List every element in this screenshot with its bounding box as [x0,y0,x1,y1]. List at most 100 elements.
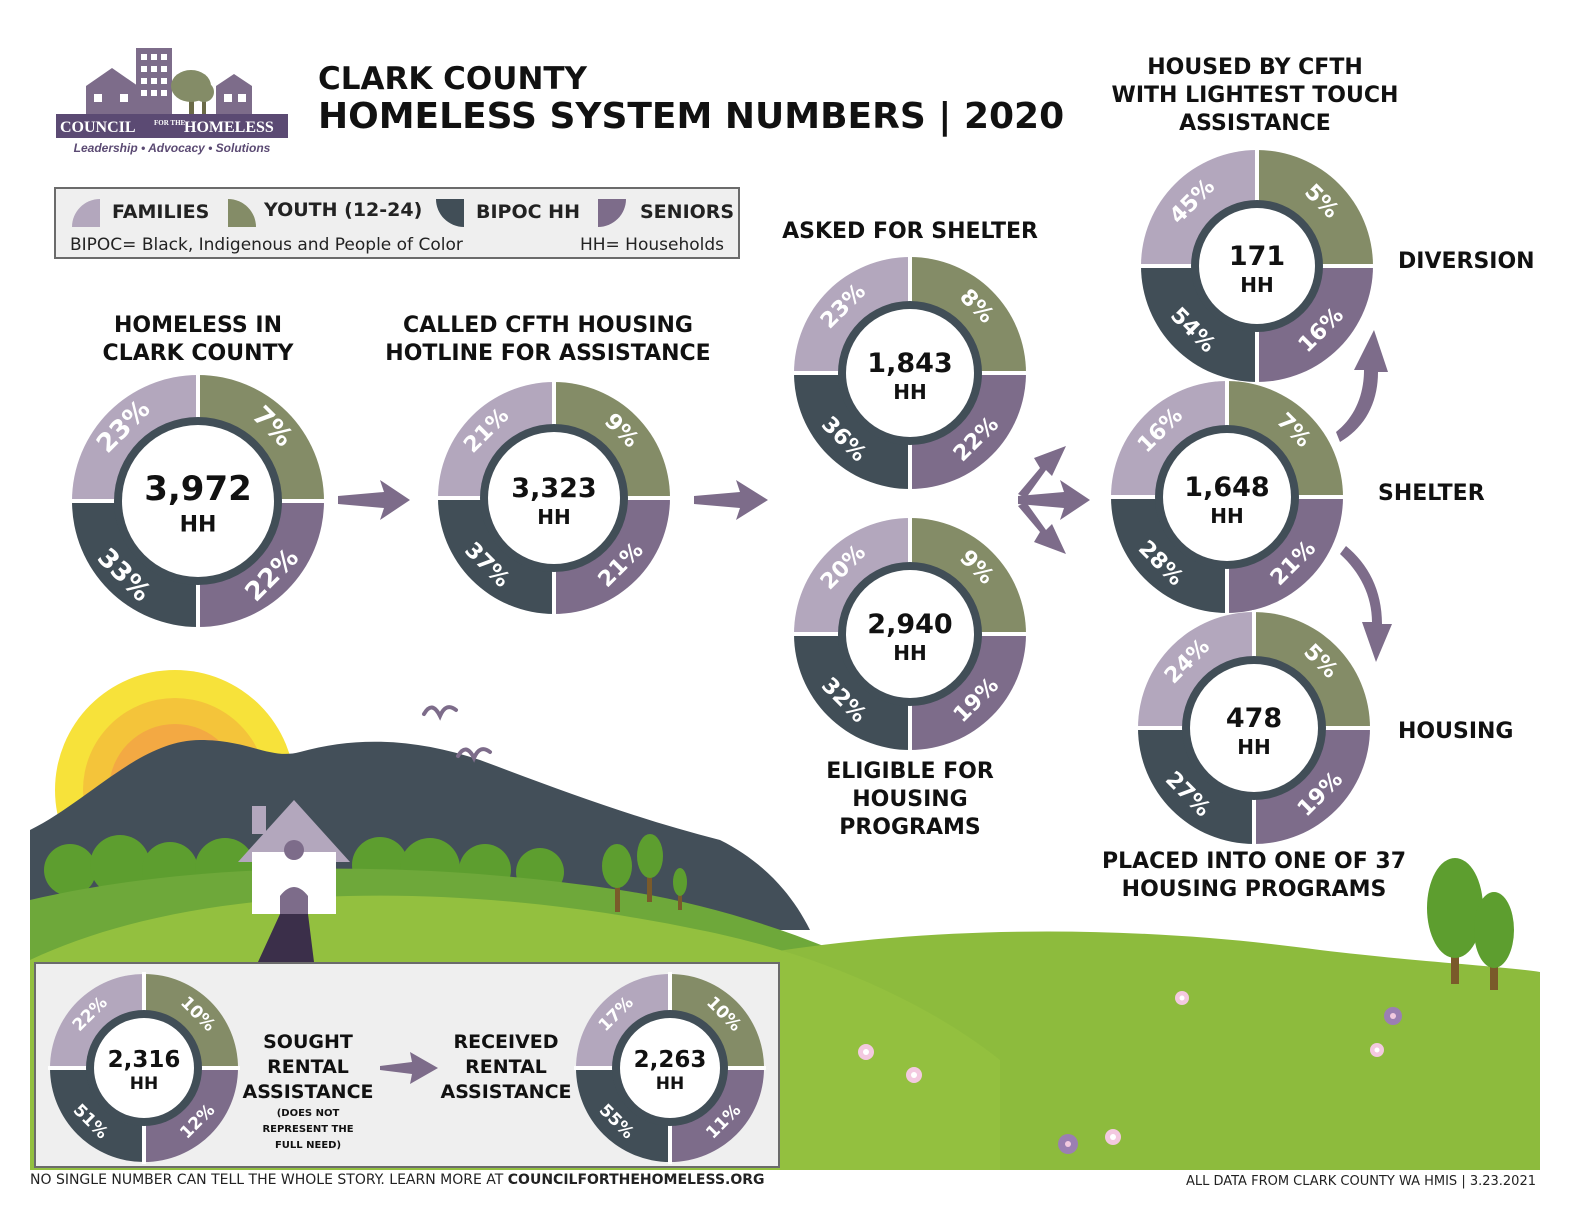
arrow-icon-homeless-to-hotline [338,480,410,520]
donut-center-eligible [846,570,974,698]
donut-center-housing [1190,664,1318,792]
donut-center-diversion [1199,208,1315,324]
chart-title-housing-line-2: HOUSING PROGRAMS [1121,877,1387,902]
legend-swatch-bipoc [436,199,464,231]
chart-side-label-diversion: DIVERSION [1398,249,1535,274]
chart-title-sought-rental-line-3: ASSISTANCE [242,1081,374,1103]
chart-title-hotline-line-1: CALLED CFTH HOUSING [403,313,693,338]
arrow-icon-shelter-to-diversion [1336,330,1388,442]
legend-label-families: FAMILIES [112,201,210,223]
donut-unit-shelter: HH [1210,504,1243,528]
chart-title-eligible-line-2: HOUSING [852,787,968,812]
logo-tagline: Leadership • Advocacy • Solutions [74,141,271,155]
chart-title-diversion-line-2: WITH LIGHTEST TOUCH [1111,83,1399,108]
legend-swatch-youth [228,199,256,231]
trees-right [1427,858,1514,990]
legend-swatch-families [72,199,100,231]
donut-total-homeless: 3,972 [144,469,252,509]
chart-title-diversion-line-1: HOUSED BY CFTH [1147,55,1363,80]
footer-source: ALL DATA FROM CLARK COUNTY WA HMIS | 3.2… [1185,1174,1536,1189]
logo-name-left: COUNCIL [60,119,136,136]
donut-total-received-rental: 2,263 [634,1047,707,1073]
legend-note-bipoc: BIPOC= Black, Indigenous and People of C… [70,235,463,255]
donut-total-hotline: 3,323 [511,473,596,504]
chart-title-housing-line-1: PLACED INTO ONE OF 37 [1101,849,1407,874]
arrow-icon-hotline-to-shelter [694,480,768,520]
donut-unit-received-rental: HH [656,1074,684,1094]
donut-unit-housing: HH [1237,735,1270,759]
arrow-icon-rental [380,1052,438,1084]
chart-title-received-rental-line-3: ASSISTANCE [440,1081,572,1103]
trees-left [602,834,687,912]
donut-center-sought-rental [94,1018,194,1118]
legend-swatch-bipoc-shape [436,199,464,227]
donut-center-asked-shelter [846,309,974,437]
donut-unit-sought-rental: HH [130,1074,158,1094]
chart-title-homeless-line-1: HOMELESS IN [113,313,283,338]
arrow-icon-fanout-down [1018,502,1066,554]
chart-title-asked-shelter-line-1: ASKED FOR SHELTER [782,219,1038,244]
donut-unit-hotline: HH [537,505,570,529]
legend-swatch-youth-shape [228,199,256,227]
donut-unit-diversion: HH [1240,273,1273,297]
chart-side-label-housing: HOUSING [1398,719,1514,744]
chart-title-homeless-line-2: CLARK COUNTY [102,341,294,366]
donut-unit-asked-shelter: HH [893,380,926,404]
logo-name-right: HOMELESS [184,119,274,136]
donut-total-sought-rental: 2,316 [108,1047,181,1073]
footer-website-link[interactable]: COUNCILFORTHEHOMELESS.ORG [507,1172,765,1188]
donut-unit-homeless: HH [180,512,217,537]
donut-center-hotline [488,432,620,564]
donut-total-housing: 478 [1226,703,1282,734]
donut-total-eligible: 2,940 [867,609,952,640]
chart-side-label-shelter: SHELTER [1378,481,1485,506]
footer-note-text: NO SINGLE NUMBER CAN TELL THE WHOLE STOR… [30,1172,508,1188]
logo: COUNCIL FOR THE HOMELESS Leadership • Ad… [56,46,288,156]
donut-unit-eligible: HH [893,641,926,665]
legend-note-hh: HH= Households [579,235,724,255]
legend-swatch-families-shape [72,199,100,227]
house-icon [238,800,350,962]
legend-swatch-seniors [598,199,626,231]
legend: FAMILIES YOUTH (12-24) BIPOC HH SENIORS … [54,187,740,259]
logo-name-small: FOR THE [154,119,186,127]
arrow-icon-shelter-to-housing [1340,546,1392,662]
chart-title-eligible-line-3: PROGRAMS [839,815,981,840]
chart-note-sought-rental-line-3: FULL NEED) [274,1140,342,1151]
legend-swatch-seniors-shape [598,199,626,227]
donut-center-shelter [1163,433,1291,561]
chart-title-sought-rental-line-1: SOUGHT [263,1031,353,1053]
chart-title-received-rental-line-1: RECEIVED [453,1031,559,1053]
page-title-line2: HOMELESS SYSTEM NUMBERS | 2020 [318,96,1065,137]
donut-total-asked-shelter: 1,843 [867,348,952,379]
chart-title-sought-rental-line-2: RENTAL [267,1056,349,1078]
chart-title-diversion-line-3: ASSISTANCE [1179,111,1331,136]
birds [422,705,492,763]
legend-label-youth: YOUTH (12-24) [264,199,423,221]
donut-center-homeless [122,425,274,577]
chart-title-eligible-line-1: ELIGIBLE FOR [826,759,994,784]
chart-title-received-rental-line-2: RENTAL [465,1056,547,1078]
arrow-icon-fanout-right [1018,480,1090,520]
logo-buildings-icon: COUNCIL FOR THE HOMELESS Leadership • Ad… [56,48,288,155]
footer-note: NO SINGLE NUMBER CAN TELL THE WHOLE STOR… [30,1172,765,1188]
chart-title-hotline-line-2: HOTLINE FOR ASSISTANCE [385,341,711,366]
flowers [858,991,1402,1154]
donut-total-diversion: 171 [1229,241,1285,272]
legend-label-bipoc: BIPOC HH [476,201,580,223]
legend-label-seniors: SENIORS [640,201,735,223]
chart-note-sought-rental-line-1: (DOES NOT [276,1108,340,1119]
chart-note-sought-rental-line-2: REPRESENT THE [262,1124,354,1135]
donut-total-shelter: 1,648 [1184,472,1269,503]
arrow-icon-fanout-up [1018,446,1066,498]
